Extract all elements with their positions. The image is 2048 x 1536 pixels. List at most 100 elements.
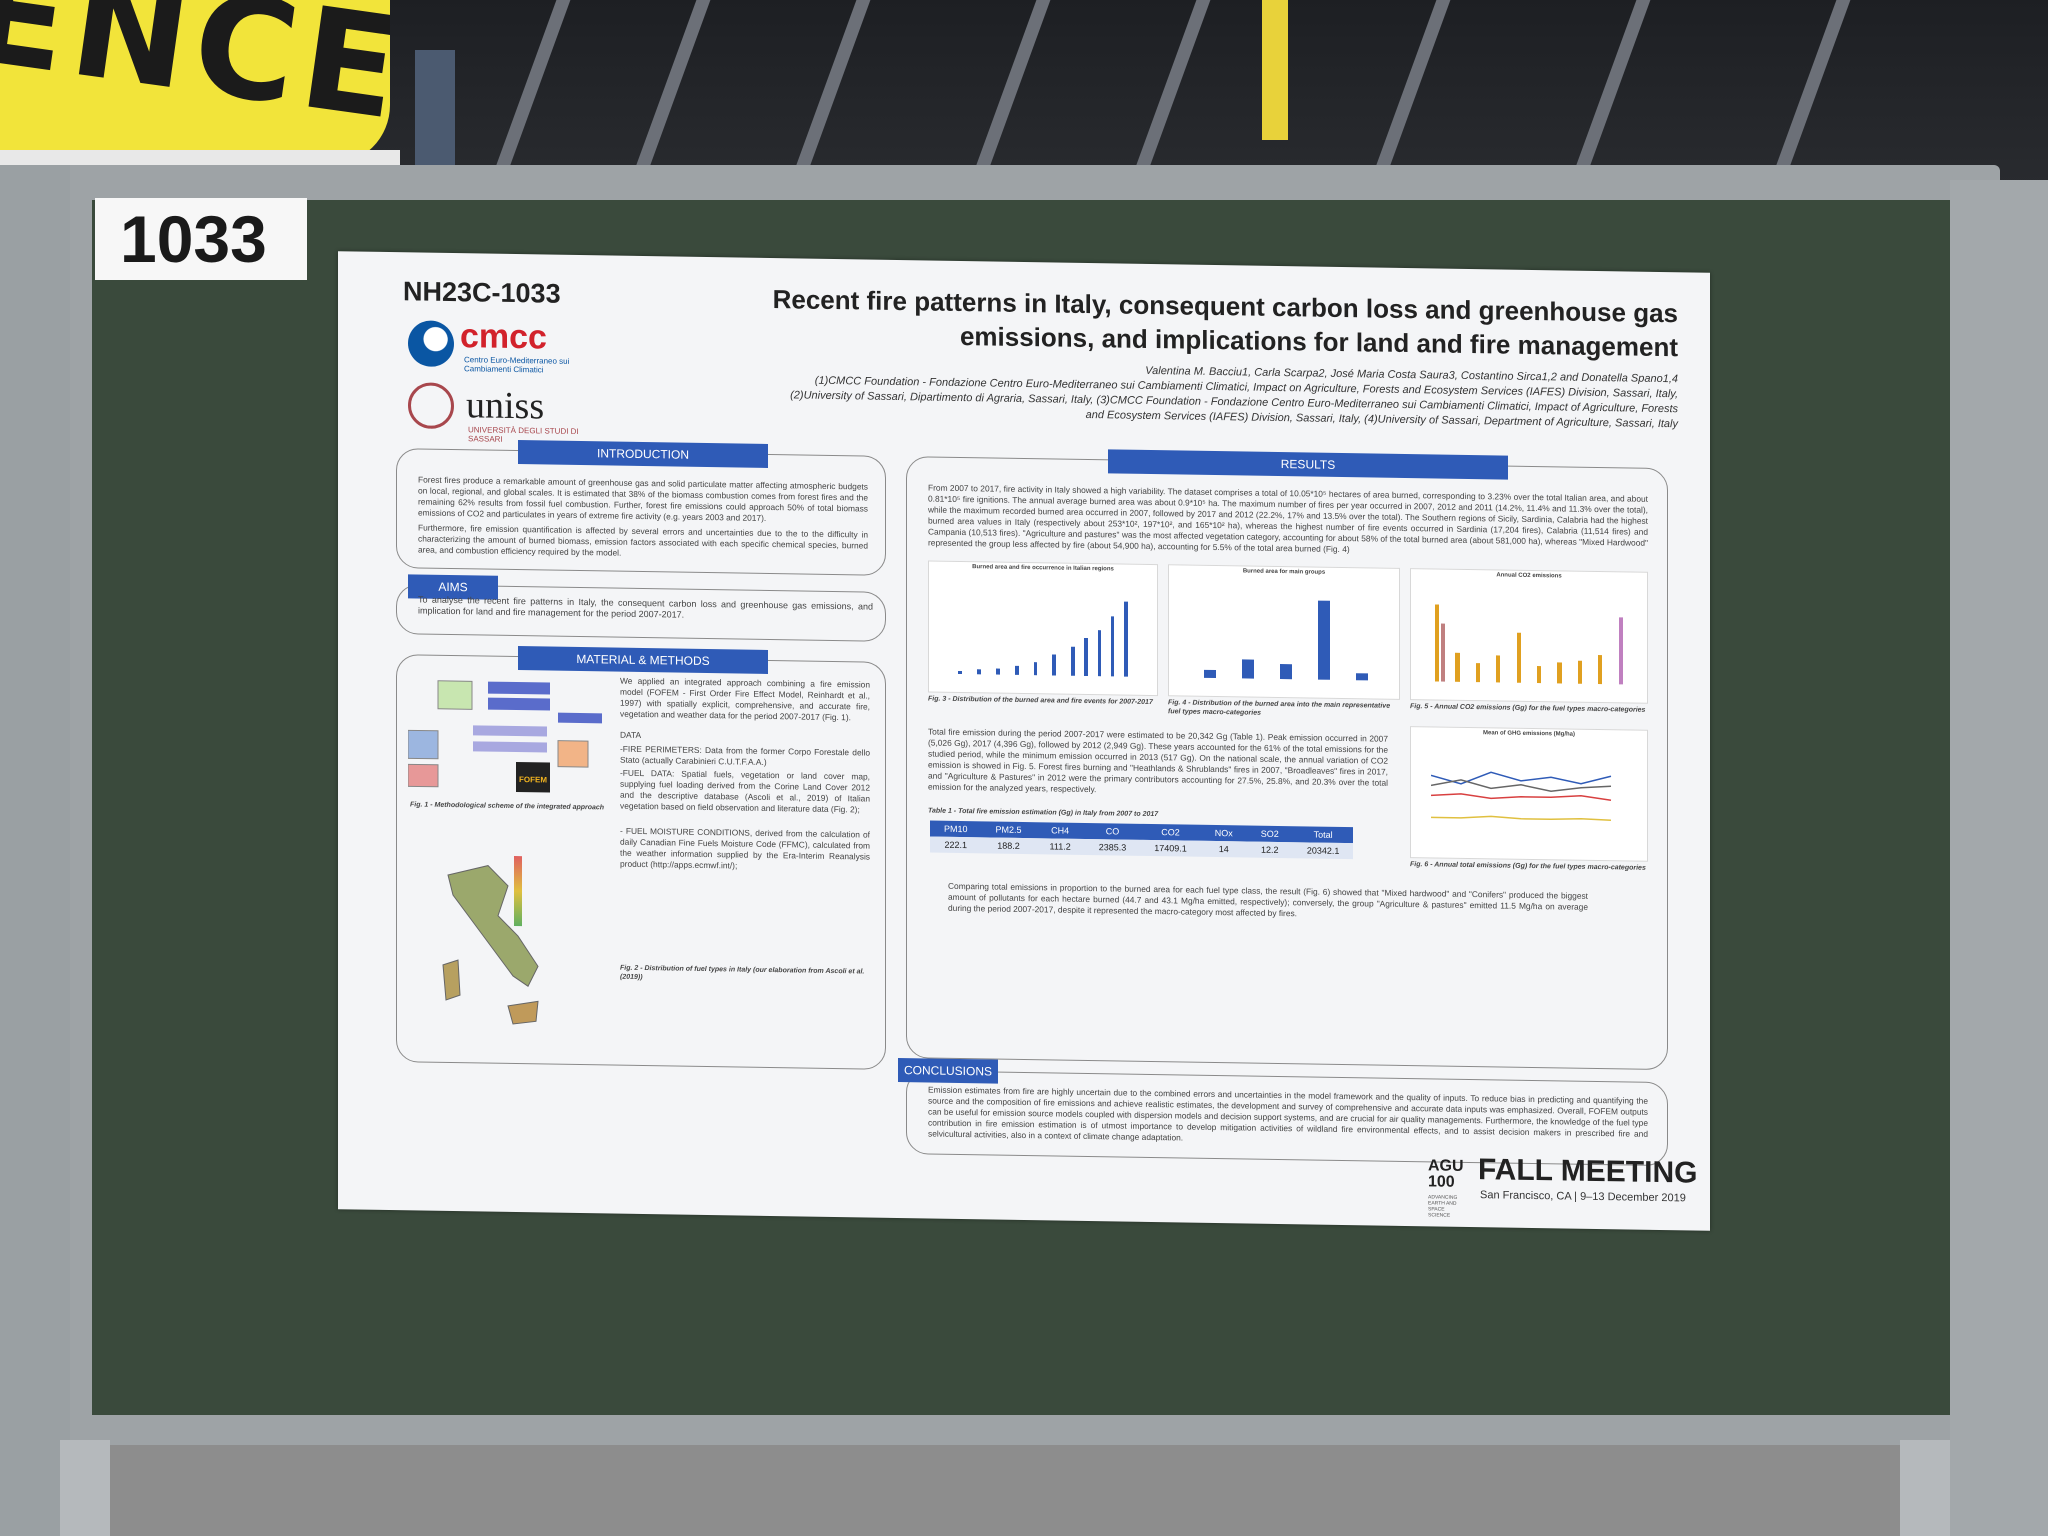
table-cell: 12.2 bbox=[1246, 841, 1293, 859]
chart-bar bbox=[1577, 660, 1582, 684]
table-cell: 17409.1 bbox=[1140, 839, 1201, 857]
authors-block: Valentina M. Bacciu1, Carla Scarpa2, Jos… bbox=[678, 357, 1678, 433]
cmcc-logo-sub: Centro Euro-Mediterraneo sui Cambiamenti… bbox=[464, 355, 570, 375]
fig3-chart: Burned area and fire occurrence in Itali… bbox=[928, 560, 1158, 697]
fig6-lines bbox=[1431, 771, 1612, 821]
yellow-sign bbox=[1262, 0, 1288, 140]
uniss-logo: uniss UNIVERSITÀ DEGLI STUDI DI SASSARI bbox=[408, 382, 608, 445]
methods-header: MATERIAL & METHODS bbox=[518, 646, 768, 674]
frame-post-left bbox=[0, 165, 70, 1536]
fig5-bars bbox=[1431, 585, 1635, 685]
fofem-label: FOFEM bbox=[519, 775, 547, 784]
fig6-chart-title: Mean of GHG emissions (Mg/ha) bbox=[1482, 730, 1575, 738]
chart-bar bbox=[1496, 655, 1501, 683]
diagram-box bbox=[558, 712, 602, 724]
introduction-header: INTRODUCTION bbox=[518, 440, 768, 468]
chart-bar bbox=[1110, 616, 1115, 677]
map-legend bbox=[514, 855, 522, 927]
chart-bar bbox=[1475, 662, 1480, 683]
chart-bar bbox=[1071, 646, 1075, 676]
table-header-cell: Total bbox=[1292, 826, 1354, 844]
table-cell: 111.2 bbox=[1035, 838, 1085, 855]
table-cell: 222.1 bbox=[930, 836, 982, 854]
chart-bar bbox=[1097, 630, 1102, 677]
table-header-cell: PM10 bbox=[930, 820, 982, 838]
chart-bar bbox=[996, 668, 1000, 675]
chart-bar bbox=[1455, 652, 1460, 682]
fig3-chart-title: Burned area and fire occurrence in Itali… bbox=[972, 564, 1114, 573]
cmcc-logo-word: cmcc bbox=[460, 317, 547, 357]
results-text-1: From 2007 to 2017, fire activity in Ital… bbox=[928, 482, 1648, 555]
fig6-chart: Mean of GHG emissions (Mg/ha) bbox=[1410, 726, 1648, 862]
fig3-bars bbox=[949, 578, 1137, 677]
chart-bar bbox=[1537, 665, 1542, 684]
diagram-box bbox=[408, 729, 439, 760]
uniss-logo-word: uniss bbox=[466, 384, 545, 428]
floor bbox=[0, 1440, 2048, 1536]
chart-bar bbox=[1280, 663, 1292, 680]
emissions-table: PM10 PM2.5 CH4 CO CO2 NOx SO2 Total 222.1 188.2 1… bbox=[930, 820, 1354, 860]
italy-mainland bbox=[447, 865, 539, 987]
chart-bar bbox=[1014, 666, 1019, 675]
fall-meeting-location: San Francisco, CA | 9–13 December 2019 bbox=[1480, 1189, 1686, 1205]
table-cell: 188.2 bbox=[981, 837, 1036, 855]
sardinia-island bbox=[442, 959, 461, 1001]
methods-text-1: We applied an integrated approach combin… bbox=[620, 675, 870, 723]
yellow-banner: ENCE bbox=[0, 0, 390, 165]
chart-bar bbox=[1033, 661, 1038, 676]
chart-bar bbox=[1557, 662, 1562, 684]
results-text-2: Total fire emission during the period 20… bbox=[928, 726, 1388, 795]
agu-logo-sub: ADVANCING EARTH AND SPACE SCIENCE bbox=[1428, 1194, 1458, 1219]
italy-fuel-map bbox=[442, 855, 539, 1025]
fofem-logo bbox=[516, 762, 550, 793]
chart-line bbox=[1431, 815, 1612, 821]
frame-post-right bbox=[1950, 180, 2048, 1536]
table-header-cell: CO bbox=[1084, 822, 1141, 840]
sicily-island bbox=[507, 1000, 539, 1025]
poster-title: Recent fire patterns in Italy, consequen… bbox=[638, 280, 1678, 364]
chart-bar bbox=[1598, 655, 1603, 685]
chart-bar bbox=[1084, 637, 1089, 677]
table-header-cell: NOx bbox=[1200, 824, 1247, 842]
chart-bar bbox=[1618, 617, 1623, 685]
chart-line bbox=[1431, 771, 1612, 785]
hanging-sign bbox=[415, 50, 455, 170]
poster: NH23C-1033 cmcc Centro Euro-Mediterraneo… bbox=[338, 251, 1710, 1231]
table-header-cell: SO2 bbox=[1246, 825, 1293, 843]
fig5-chart: Annual CO2 emissions bbox=[1410, 568, 1648, 704]
fig4-bars bbox=[1189, 582, 1379, 681]
methods-text-3: -FUEL DATA: Spatial fuels, vegetation or… bbox=[620, 767, 870, 815]
table-cell: 2385.3 bbox=[1084, 838, 1141, 856]
table-header-cell: PM2.5 bbox=[981, 821, 1036, 839]
chart-bar bbox=[977, 669, 981, 675]
table-header-cell: CO2 bbox=[1140, 823, 1201, 841]
methodology-diagram: FOFEM bbox=[408, 680, 602, 793]
chart-bar bbox=[1123, 601, 1128, 677]
frame-leg bbox=[60, 1440, 110, 1536]
introduction-text-1: Forest fires produce a remarkable amount… bbox=[418, 474, 868, 523]
diagram-box bbox=[437, 680, 473, 710]
cmcc-swirl-icon bbox=[408, 320, 454, 368]
methods-text-2: -FIRE PERIMETERS: Data from the former C… bbox=[620, 743, 870, 767]
chart-bar bbox=[1516, 632, 1521, 683]
fig4-chart-title: Burned area for main groups bbox=[1242, 568, 1326, 576]
diagram-box bbox=[488, 681, 550, 695]
chart-bar bbox=[1204, 670, 1216, 679]
fig4-caption: Fig. 4 - Distribution of the burned area… bbox=[1168, 699, 1391, 717]
diagram-box bbox=[408, 763, 439, 788]
introduction-text-2: Furthermore, fire emission quantificatio… bbox=[418, 522, 868, 558]
agu-logo: AGU 100 bbox=[1428, 1157, 1464, 1191]
conclusions-header: CONCLUSIONS bbox=[898, 1058, 998, 1084]
methods-text-4: - FUEL MOISTURE CONDITIONS, derived from… bbox=[620, 825, 870, 871]
poster-id: NH23C-1033 bbox=[403, 276, 561, 309]
diagram-box bbox=[473, 741, 547, 753]
table-cell: 14 bbox=[1200, 840, 1247, 858]
chart-bar bbox=[1356, 673, 1368, 681]
diagram-box bbox=[488, 697, 550, 711]
chart-bar bbox=[958, 671, 963, 675]
chart-line bbox=[1431, 793, 1612, 801]
board-number: 1033 bbox=[95, 198, 307, 280]
fig4-chart: Burned area for main groups bbox=[1168, 564, 1400, 700]
chart-bar bbox=[1441, 623, 1446, 682]
table-cell: 20342.1 bbox=[1292, 842, 1354, 860]
